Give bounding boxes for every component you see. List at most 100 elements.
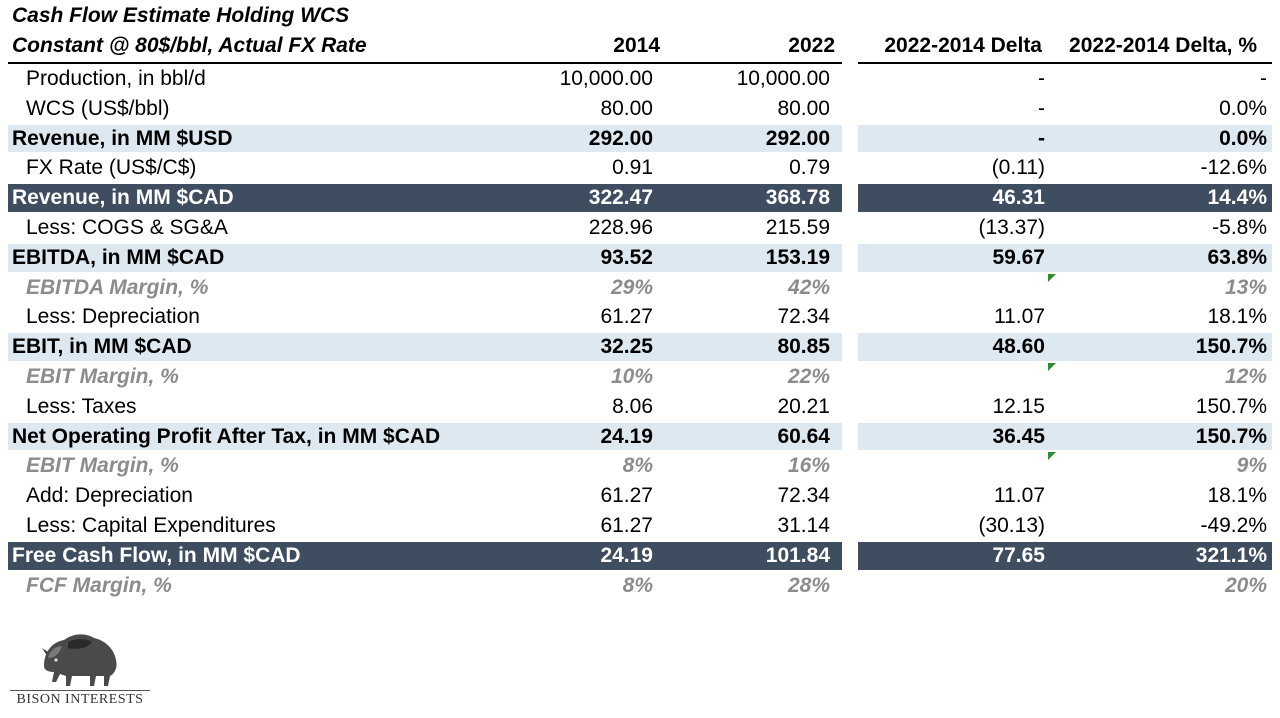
value-delta-pct: 321.1% — [1195, 543, 1267, 567]
value-delta: (0.11) — [991, 156, 1045, 180]
value-2014: 61.27 — [600, 513, 653, 537]
value-2022: 80.00 — [777, 96, 830, 120]
header-2014: 2014 — [613, 34, 660, 57]
row-revenue-cad: Revenue, in MM $CAD 322.47 368.78 46.31 … — [0, 183, 1280, 213]
value-delta: 36.45 — [992, 424, 1045, 448]
value-delta: 59.67 — [992, 245, 1045, 269]
value-2022: 153.19 — [765, 245, 830, 269]
table-body: Production, in bbl/d 10,000.00 10,000.00… — [0, 64, 1280, 600]
value-delta-pct: 150.7% — [1195, 335, 1267, 359]
value-2022: 60.64 — [777, 424, 830, 448]
value-2014: 29% — [610, 275, 653, 299]
value-2014: 8% — [622, 454, 653, 478]
value-delta: 11.07 — [994, 305, 1045, 329]
value-delta-pct: 0.0% — [1219, 96, 1267, 120]
header-delta: 2022-2014 Delta — [884, 34, 1042, 57]
value-2022: 22% — [787, 364, 830, 388]
row-label: Less: Depreciation — [26, 305, 200, 329]
value-delta — [850, 451, 1045, 481]
table-title-line1: Cash Flow Estimate Holding WCS — [12, 4, 350, 27]
value-2014: 32.25 — [600, 335, 653, 359]
row-taxes: Less: Taxes 8.06 20.21 12.15 150.7% — [0, 392, 1280, 422]
header-2022: 2022 — [788, 34, 835, 57]
value-delta-pct: 18.1% — [1207, 305, 1267, 329]
row-depreciation: Less: Depreciation 61.27 72.34 11.07 18.… — [0, 302, 1280, 332]
value-delta: 48.60 — [992, 335, 1045, 359]
row-cogs: Less: COGS & SG&A 228.96 215.59 (13.37) … — [0, 213, 1280, 243]
row-nopat: Net Operating Profit After Tax, in MM $C… — [0, 422, 1280, 452]
bison-icon — [42, 634, 117, 686]
header-delta-pct: 2022-2014 Delta, % — [1069, 34, 1257, 57]
row-wcs: WCS (US$/bbl) 80.00 80.00 - 0.0% — [0, 94, 1280, 124]
row-nopat-margin: EBIT Margin, % 8% 16% 9% — [0, 451, 1280, 481]
value-2022: 28% — [787, 573, 830, 597]
value-delta — [850, 273, 1045, 303]
row-label: EBITDA, in MM $CAD — [12, 245, 225, 269]
value-delta-pct: 63.8% — [1207, 245, 1267, 269]
row-ebit: EBIT, in MM $CAD 32.25 80.85 48.60 150.7… — [0, 332, 1280, 362]
row-label: Less: Capital Expenditures — [26, 513, 276, 537]
value-2022: 80.85 — [777, 335, 830, 359]
value-2022: 292.00 — [765, 126, 830, 150]
row-label: Less: Taxes — [26, 394, 137, 418]
row-add-depreciation: Add: Depreciation 61.27 72.34 11.07 18.1… — [0, 481, 1280, 511]
value-delta — [850, 571, 1045, 601]
value-2014: 322.47 — [588, 186, 653, 210]
value-delta — [850, 362, 1045, 392]
value-2014: 80.00 — [600, 96, 653, 120]
value-2014: 61.27 — [600, 484, 653, 508]
value-2014: 24.19 — [600, 543, 653, 567]
value-delta-pct: 13% — [1224, 275, 1267, 299]
value-delta: 12.15 — [992, 394, 1045, 418]
value-2014: 93.52 — [600, 245, 653, 269]
value-2022: 31.14 — [777, 513, 830, 537]
value-2014: 292.00 — [588, 126, 653, 150]
value-delta: 46.31 — [992, 186, 1045, 210]
value-delta-pct: 12% — [1224, 364, 1267, 388]
row-capex: Less: Capital Expenditures 61.27 31.14 (… — [0, 511, 1280, 541]
value-delta-pct: 150.7% — [1195, 394, 1267, 418]
row-label: EBIT Margin, % — [26, 454, 179, 478]
row-fcf-margin: FCF Margin, % 8% 28% 20% — [0, 571, 1280, 601]
value-delta: - — [1038, 126, 1045, 150]
row-label: Revenue, in MM $CAD — [12, 186, 234, 210]
value-2022: 16% — [787, 454, 830, 478]
row-label: Add: Depreciation — [26, 484, 193, 508]
comment-marker-icon — [1048, 362, 1056, 371]
row-label: Revenue, in MM $USD — [12, 126, 233, 150]
value-2014: 8% — [622, 573, 653, 597]
value-delta-pct: 20% — [1224, 573, 1267, 597]
value-delta-pct: -49.2% — [1200, 513, 1267, 537]
row-label: Production, in bbl/d — [26, 67, 206, 90]
row-label: FX Rate (US$/C$) — [26, 156, 197, 180]
row-revenue-usd: Revenue, in MM $USD 292.00 292.00 - 0.0% — [0, 124, 1280, 154]
value-delta: 77.65 — [992, 543, 1045, 567]
value-delta-pct: 9% — [1236, 454, 1267, 478]
row-fcf: Free Cash Flow, in MM $CAD 24.19 101.84 … — [0, 541, 1280, 571]
value-2014: 228.96 — [588, 215, 653, 239]
value-2022: 42% — [787, 275, 830, 299]
value-delta: - — [1038, 96, 1045, 120]
value-2014: 61.27 — [600, 305, 653, 329]
row-label: Less: COGS & SG&A — [26, 215, 228, 239]
value-2014: 0.91 — [612, 156, 653, 180]
comment-marker-icon — [1048, 452, 1056, 461]
row-label: EBIT Margin, % — [26, 364, 179, 388]
value-2022: 20.21 — [777, 394, 830, 418]
value-delta: (13.37) — [978, 215, 1045, 239]
row-ebit-margin: EBIT Margin, % 10% 22% 12% — [0, 362, 1280, 392]
row-ebitda: EBITDA, in MM $CAD 93.52 153.19 59.67 63… — [0, 243, 1280, 273]
row-label: WCS (US$/bbl) — [26, 96, 170, 120]
value-delta-pct: 18.1% — [1207, 484, 1267, 508]
value-delta: 11.07 — [994, 484, 1045, 508]
value-delta-pct: - — [1260, 67, 1267, 90]
value-2022: 215.59 — [765, 215, 830, 239]
value-delta: (30.13) — [978, 513, 1045, 537]
value-2014: 8.06 — [612, 394, 653, 418]
table-title-line2: Constant @ 80$/bbl, Actual FX Rate — [12, 34, 367, 57]
value-delta-pct: 150.7% — [1195, 424, 1267, 448]
logo-text: BISON INTERESTS — [10, 690, 150, 708]
value-2014: 10% — [610, 364, 653, 388]
row-fx-rate: FX Rate (US$/C$) 0.91 0.79 (0.11) -12.6% — [0, 153, 1280, 183]
value-2022: 10,000.00 — [736, 67, 830, 90]
